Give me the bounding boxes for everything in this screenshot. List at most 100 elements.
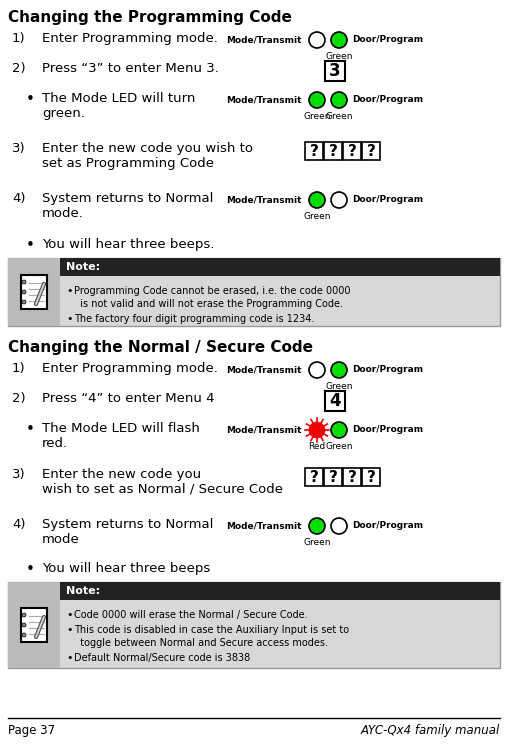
Text: Door/Program: Door/Program	[352, 95, 423, 104]
Text: 4): 4)	[12, 192, 25, 205]
Text: Press “3” to enter Menu 3.: Press “3” to enter Menu 3.	[42, 62, 219, 75]
Text: System returns to Normal
mode.: System returns to Normal mode.	[42, 192, 213, 220]
Text: •: •	[66, 286, 73, 296]
FancyBboxPatch shape	[8, 582, 500, 668]
Text: is not valid and will not erase the Programming Code.: is not valid and will not erase the Prog…	[74, 299, 343, 309]
Text: 1): 1)	[12, 32, 25, 45]
Text: Enter Programming mode.: Enter Programming mode.	[42, 362, 218, 375]
Text: Green: Green	[303, 538, 331, 547]
Text: Default Normal/Secure code is 3838: Default Normal/Secure code is 3838	[74, 653, 250, 663]
Circle shape	[309, 92, 325, 108]
FancyBboxPatch shape	[60, 258, 500, 276]
Text: •: •	[26, 422, 35, 437]
Text: Enter Programming mode.: Enter Programming mode.	[42, 32, 218, 45]
Text: Door/Program: Door/Program	[352, 365, 423, 374]
Text: You will hear three beeps: You will hear three beeps	[42, 562, 210, 575]
Text: ?: ?	[367, 144, 375, 158]
Text: •: •	[66, 314, 73, 324]
Text: The factory four digit programming code is 1234.: The factory four digit programming code …	[74, 314, 314, 324]
Text: You will hear three beeps.: You will hear three beeps.	[42, 238, 214, 251]
Circle shape	[22, 613, 26, 617]
Text: Door/Program: Door/Program	[352, 522, 423, 530]
Text: Code 0000 will erase the Normal / Secure Code.: Code 0000 will erase the Normal / Secure…	[74, 610, 308, 620]
Text: ?: ?	[329, 144, 337, 158]
Text: Changing the Programming Code: Changing the Programming Code	[8, 10, 292, 25]
Circle shape	[331, 192, 347, 208]
Text: ?: ?	[367, 469, 375, 484]
Text: Green: Green	[325, 442, 353, 451]
Circle shape	[22, 633, 26, 637]
FancyBboxPatch shape	[60, 582, 500, 600]
Text: toggle between Normal and Secure access modes.: toggle between Normal and Secure access …	[74, 638, 328, 648]
FancyBboxPatch shape	[305, 142, 323, 160]
Circle shape	[22, 623, 26, 627]
Circle shape	[331, 362, 347, 378]
Text: Changing the Normal / Secure Code: Changing the Normal / Secure Code	[8, 340, 313, 355]
Text: AYC-Qx4 family manual: AYC-Qx4 family manual	[361, 724, 500, 737]
FancyBboxPatch shape	[21, 608, 47, 642]
Text: 3): 3)	[12, 142, 25, 155]
Text: Mode/Transmit: Mode/Transmit	[227, 365, 302, 374]
FancyBboxPatch shape	[21, 275, 47, 309]
Circle shape	[309, 32, 325, 48]
FancyBboxPatch shape	[324, 142, 342, 160]
Text: Green: Green	[303, 112, 331, 121]
Text: Press “4” to enter Menu 4: Press “4” to enter Menu 4	[42, 392, 214, 405]
Text: Green: Green	[303, 212, 331, 221]
Text: Mode/Transmit: Mode/Transmit	[227, 95, 302, 104]
FancyBboxPatch shape	[325, 61, 345, 81]
FancyBboxPatch shape	[8, 258, 500, 326]
Text: Page 37: Page 37	[8, 724, 55, 737]
Text: ?: ?	[329, 469, 337, 484]
Text: 2): 2)	[12, 392, 25, 405]
Text: 4): 4)	[12, 518, 25, 531]
Text: Enter the new code you
wish to set as Normal / Secure Code: Enter the new code you wish to set as No…	[42, 468, 283, 496]
FancyBboxPatch shape	[325, 391, 345, 411]
Text: Green: Green	[325, 382, 353, 391]
Circle shape	[331, 32, 347, 48]
Text: The Mode LED will turn
green.: The Mode LED will turn green.	[42, 92, 196, 120]
Circle shape	[22, 280, 26, 284]
Text: Mode/Transmit: Mode/Transmit	[227, 196, 302, 205]
Text: Note:: Note:	[66, 586, 100, 596]
FancyBboxPatch shape	[343, 142, 361, 160]
Circle shape	[331, 422, 347, 438]
Circle shape	[331, 92, 347, 108]
FancyBboxPatch shape	[343, 468, 361, 486]
Text: Door/Program: Door/Program	[352, 36, 423, 45]
Text: System returns to Normal
mode: System returns to Normal mode	[42, 518, 213, 546]
Text: •: •	[66, 625, 73, 635]
Text: The Mode LED will flash
red.: The Mode LED will flash red.	[42, 422, 200, 450]
FancyBboxPatch shape	[324, 468, 342, 486]
Text: •: •	[66, 610, 73, 620]
Text: Enter the new code you wish to
set as Programming Code: Enter the new code you wish to set as Pr…	[42, 142, 253, 170]
Circle shape	[331, 518, 347, 534]
Text: Mode/Transmit: Mode/Transmit	[227, 522, 302, 530]
Text: •: •	[66, 653, 73, 663]
FancyBboxPatch shape	[362, 142, 380, 160]
Text: 2): 2)	[12, 62, 25, 75]
Text: 3: 3	[329, 62, 341, 80]
Circle shape	[309, 422, 325, 438]
Text: ?: ?	[347, 469, 357, 484]
Circle shape	[309, 192, 325, 208]
Text: •: •	[26, 92, 35, 107]
Circle shape	[22, 300, 26, 304]
Text: Door/Program: Door/Program	[352, 196, 423, 205]
FancyBboxPatch shape	[305, 468, 323, 486]
Circle shape	[309, 362, 325, 378]
Text: 3): 3)	[12, 468, 25, 481]
Text: Mode/Transmit: Mode/Transmit	[227, 36, 302, 45]
Text: Green: Green	[325, 52, 353, 61]
Text: •: •	[26, 562, 35, 577]
Text: Programming Code cannot be erased, i.e. the code 0000: Programming Code cannot be erased, i.e. …	[74, 286, 351, 296]
Text: 1): 1)	[12, 362, 25, 375]
Text: Red: Red	[308, 442, 326, 451]
Circle shape	[22, 290, 26, 294]
Text: 4: 4	[329, 392, 341, 410]
Text: Note:: Note:	[66, 262, 100, 272]
Text: Green: Green	[325, 112, 353, 121]
FancyBboxPatch shape	[362, 468, 380, 486]
Text: Mode/Transmit: Mode/Transmit	[227, 426, 302, 434]
Text: ?: ?	[309, 469, 319, 484]
